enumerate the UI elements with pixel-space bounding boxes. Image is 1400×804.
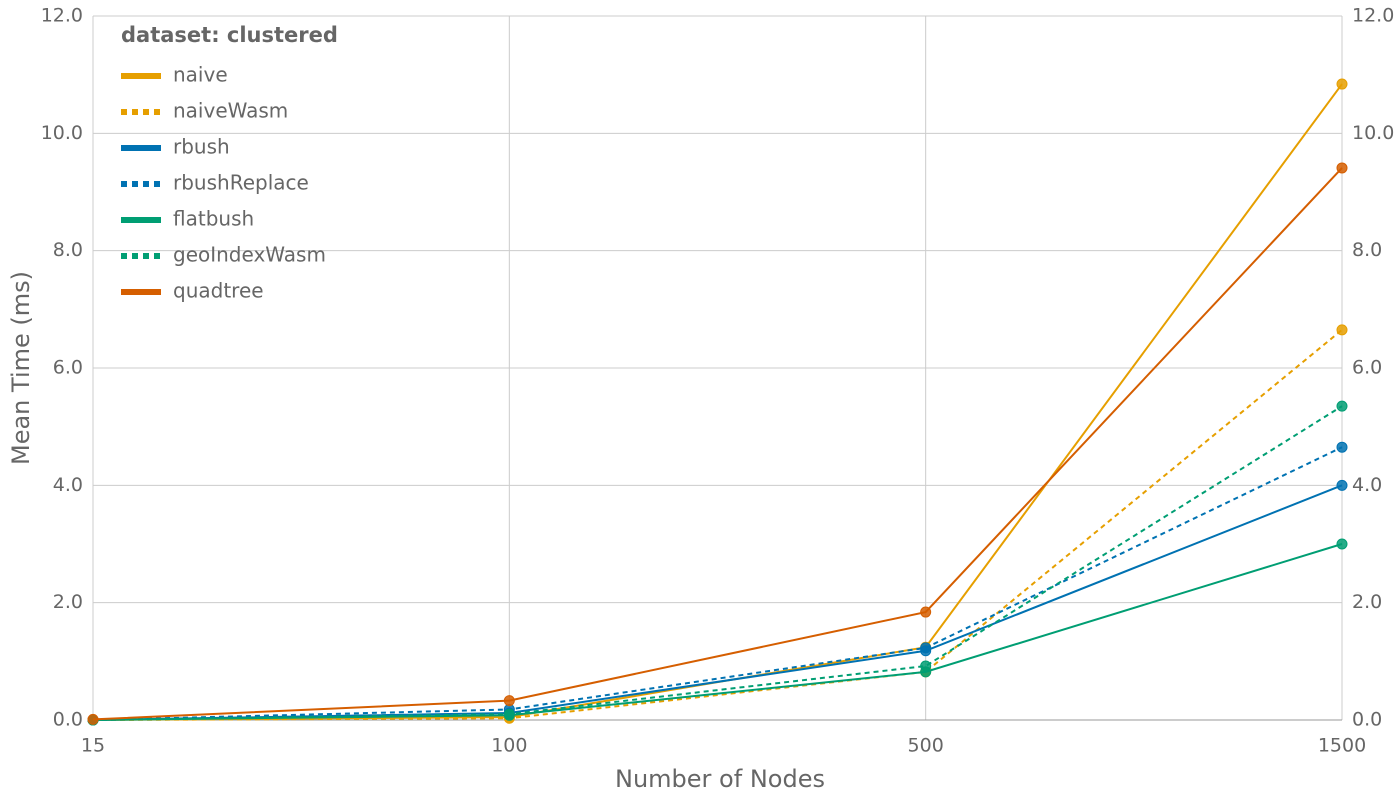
series-line xyxy=(92,446,1343,721)
point xyxy=(920,660,932,672)
x-axis-title: Number of Nodes xyxy=(615,765,825,793)
y-tick-label: 12.0 xyxy=(41,5,83,27)
legend-title: dataset: clustered xyxy=(121,23,338,47)
legend-label: naive xyxy=(173,63,228,87)
legend-label: naiveWasm xyxy=(173,99,288,123)
grid xyxy=(92,15,1343,721)
y-tick-label: 2.0 xyxy=(53,591,83,613)
y2-tick-label: 12.0 xyxy=(1352,5,1394,27)
y2-tick-label: 4.0 xyxy=(1352,474,1382,496)
point xyxy=(503,708,515,720)
y2-tick-label: 10.0 xyxy=(1352,122,1394,144)
legend-label: flatbush xyxy=(173,207,254,231)
y2-tick-label: 2.0 xyxy=(1352,591,1382,613)
y-tick-label: 0.0 xyxy=(53,709,83,731)
y2-tick-label: 0.0 xyxy=(1352,709,1382,731)
x-tick-label: 100 xyxy=(491,735,527,757)
x-tick-label: 15 xyxy=(81,735,105,757)
y-tick-label: 10.0 xyxy=(41,122,83,144)
x-tick-label: 1500 xyxy=(1318,735,1366,757)
y-tick-label: 8.0 xyxy=(53,239,83,261)
legend-label: quadtree xyxy=(173,279,264,303)
y-tick-label: 6.0 xyxy=(53,357,83,379)
point xyxy=(1336,162,1348,174)
point xyxy=(1336,400,1348,412)
legend: dataset: clustered naive naiveWasm rbush rbu… xyxy=(121,23,338,303)
point xyxy=(1336,441,1348,453)
series-line xyxy=(92,167,1343,721)
y2-tick-label: 6.0 xyxy=(1352,357,1382,379)
point xyxy=(1336,324,1348,336)
point xyxy=(503,695,515,707)
point xyxy=(1336,78,1348,90)
point xyxy=(920,642,932,654)
series-line xyxy=(92,543,1343,721)
point xyxy=(1336,538,1348,550)
series-line xyxy=(92,329,1343,721)
series-line xyxy=(92,405,1343,721)
point xyxy=(1336,479,1348,491)
legend-label: rbush xyxy=(173,135,230,159)
point xyxy=(87,713,99,725)
x-tick-label: 500 xyxy=(908,735,944,757)
legend-label: rbushReplace xyxy=(173,171,309,195)
legend-label: geoIndexWasm xyxy=(173,243,326,267)
y-tick-label: 4.0 xyxy=(53,474,83,496)
y-axis-title: Mean Time (ms) xyxy=(7,271,35,465)
y2-tick-label: 8.0 xyxy=(1352,239,1382,261)
point xyxy=(920,606,932,618)
